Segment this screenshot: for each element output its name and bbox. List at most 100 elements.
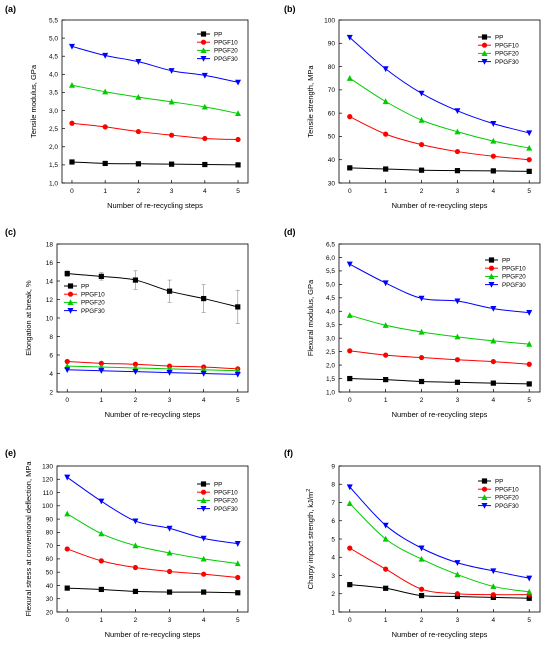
- x-tick-label: 1: [384, 188, 388, 195]
- series-line: [349, 378, 530, 385]
- series-line: [71, 161, 239, 166]
- data-point: [418, 295, 425, 302]
- y-tick-label: 60: [328, 110, 336, 117]
- y-tick-label: 4,5: [326, 295, 335, 302]
- panel-label: (b): [284, 4, 296, 14]
- y-tick-label: 9: [331, 463, 335, 470]
- legend-label: PPGF10: [502, 266, 526, 273]
- legend-label: PPGF30: [495, 59, 519, 66]
- y-tick-label: 90: [46, 516, 54, 523]
- chart-panel: (b) 0 1 2 3 4 5 30 40 50 60 70 80 90 100 Number of re-r…: [284, 4, 541, 210]
- y-tick-label: 8: [49, 334, 53, 341]
- x-tick-label: 2: [420, 397, 424, 404]
- panel-label: (f): [284, 448, 293, 458]
- x-tick-label: 3: [456, 397, 460, 404]
- data-point: [418, 586, 425, 592]
- data-point: [490, 568, 497, 575]
- y-tick-label: 40: [46, 583, 54, 590]
- y-axis-title: Charpy impact strength, kJ/m2: [306, 489, 315, 590]
- data-point: [169, 132, 175, 138]
- data-point: [64, 585, 70, 591]
- data-point: [382, 522, 389, 529]
- data-point: [102, 124, 108, 130]
- x-tick-label: 0: [65, 617, 69, 624]
- data-point: [132, 564, 139, 571]
- y-tick-label: 110: [43, 490, 54, 497]
- y-tick-label: 5,0: [49, 35, 58, 42]
- plot-frame: [338, 243, 541, 393]
- series-line: [349, 314, 530, 345]
- x-tick-label: 3: [456, 188, 460, 195]
- data-point: [526, 144, 533, 151]
- data-point: [201, 295, 207, 302]
- y-axis-title: Tensile modulus, GPa: [29, 64, 38, 138]
- legend-label: PPGF20: [495, 495, 519, 502]
- legend-marker: [200, 489, 207, 495]
- data-point: [102, 52, 109, 59]
- data-point: [68, 43, 75, 50]
- data-point: [166, 288, 173, 294]
- legend-marker: [200, 481, 207, 487]
- data-point: [526, 130, 533, 137]
- x-tick-label: 0: [348, 397, 352, 404]
- series-line: [67, 273, 238, 308]
- legend-marker: [481, 34, 488, 40]
- legend-label: PPGF20: [495, 51, 519, 58]
- x-tick-label: 0: [65, 397, 69, 404]
- x-tick-label: 0: [348, 188, 352, 195]
- legend-label: PP: [495, 478, 503, 485]
- legend-marker: [488, 282, 495, 288]
- legend-marker: [200, 56, 207, 62]
- data-point: [135, 128, 141, 135]
- data-point: [346, 75, 353, 81]
- data-point: [132, 518, 139, 525]
- data-point: [418, 328, 425, 335]
- data-point: [98, 558, 104, 564]
- data-point: [235, 304, 241, 310]
- legend-marker: [200, 506, 207, 512]
- series-line: [66, 476, 238, 545]
- x-tick-label: 3: [170, 188, 174, 195]
- legend-marker: [481, 478, 488, 484]
- data-point: [202, 135, 208, 142]
- y-tick-label: 3,5: [326, 322, 335, 329]
- legend-label: PP: [214, 481, 222, 488]
- y-tick-label: 50: [46, 569, 54, 576]
- data-point: [64, 358, 70, 365]
- y-tick-label: 50: [328, 134, 336, 141]
- data-point: [98, 360, 104, 366]
- data-point: [166, 549, 173, 556]
- data-point: [490, 592, 496, 598]
- y-tick-label: 2,5: [49, 126, 58, 133]
- data-point: [346, 312, 353, 318]
- data-point: [200, 370, 207, 377]
- data-point: [454, 298, 461, 305]
- data-point: [418, 354, 425, 361]
- y-tick-label: 12: [46, 297, 54, 304]
- x-tick-label: 2: [134, 397, 138, 404]
- data-point: [526, 168, 532, 174]
- data-point: [526, 340, 533, 347]
- data-point: [166, 568, 173, 575]
- legend-label: PPGF10: [495, 43, 519, 50]
- x-tick-label: 4: [202, 397, 206, 404]
- legend-label: PPGF20: [214, 48, 238, 55]
- data-point: [132, 542, 139, 549]
- data-point: [490, 153, 496, 159]
- data-point: [490, 594, 496, 600]
- x-axis-title: Number of re-recycling steps: [392, 410, 488, 419]
- data-point: [454, 128, 461, 135]
- x-axis-title: Number of re-recycling steps: [392, 630, 488, 639]
- y-axis-title: Elongation at break, %: [24, 280, 33, 356]
- data-point: [235, 79, 242, 86]
- y-tick-label: 6: [331, 518, 335, 525]
- plot-frame: [56, 465, 249, 613]
- legend-marker: [200, 497, 207, 503]
- x-tick-label: 5: [527, 188, 531, 195]
- series-line: [67, 365, 238, 372]
- panel-label: (e): [5, 448, 16, 458]
- x-tick-label: 4: [203, 188, 207, 195]
- y-tick-label: 1,0: [49, 180, 58, 187]
- y-tick-label: 16: [46, 260, 54, 267]
